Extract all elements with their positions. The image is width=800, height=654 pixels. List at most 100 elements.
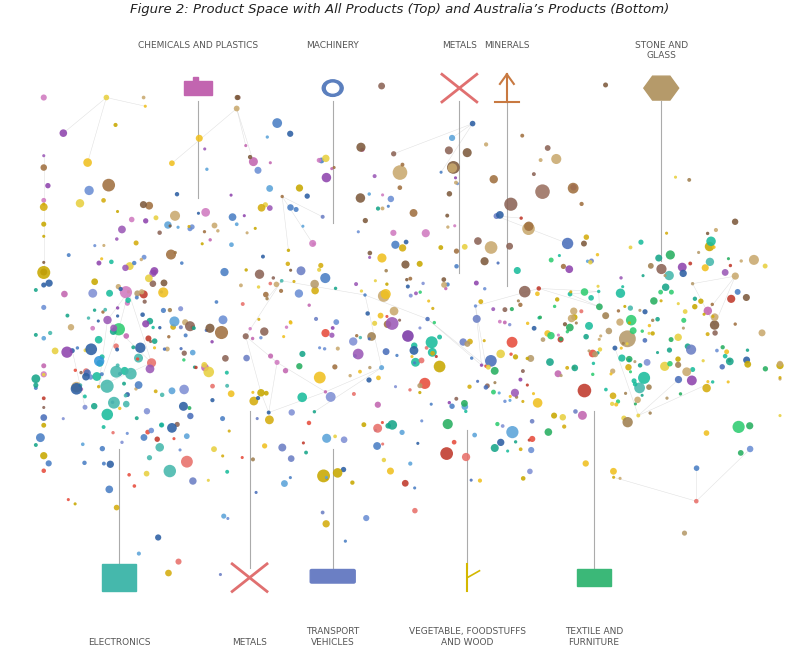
- Point: [157, 287, 170, 298]
- Point: [246, 387, 259, 398]
- Point: [626, 326, 639, 336]
- Point: [331, 468, 344, 478]
- Point: [457, 337, 470, 347]
- Point: [543, 357, 556, 368]
- Point: [30, 284, 42, 295]
- Point: [678, 528, 691, 538]
- Point: [474, 296, 487, 307]
- Point: [331, 343, 344, 354]
- Point: [339, 536, 352, 546]
- Point: [494, 317, 506, 327]
- Point: [735, 256, 748, 266]
- Point: [111, 311, 124, 321]
- Point: [143, 316, 156, 326]
- Point: [506, 427, 518, 438]
- Point: [411, 438, 424, 449]
- Point: [118, 366, 131, 376]
- Point: [702, 228, 714, 239]
- Point: [354, 193, 367, 203]
- Point: [98, 240, 110, 250]
- Point: [381, 279, 394, 290]
- Point: [178, 348, 190, 358]
- Point: [130, 292, 143, 303]
- Point: [418, 378, 431, 388]
- Point: [587, 358, 600, 369]
- Point: [133, 548, 146, 559]
- Point: [528, 323, 541, 334]
- Point: [542, 143, 554, 153]
- Point: [579, 458, 592, 469]
- Point: [169, 247, 182, 258]
- Point: [774, 374, 786, 385]
- Point: [669, 172, 682, 182]
- Point: [356, 145, 369, 155]
- Point: [354, 142, 367, 152]
- Point: [138, 252, 150, 262]
- Point: [526, 416, 538, 426]
- Point: [449, 173, 462, 183]
- Point: [110, 344, 123, 354]
- Point: [536, 186, 549, 197]
- Point: [320, 173, 333, 183]
- Point: [262, 407, 275, 418]
- Point: [548, 410, 561, 421]
- Point: [86, 323, 99, 334]
- Point: [430, 351, 442, 362]
- Point: [126, 215, 138, 225]
- Point: [103, 288, 116, 298]
- Point: [30, 330, 42, 340]
- Point: [330, 317, 342, 327]
- Point: [143, 364, 156, 374]
- Text: STONE AND
GLASS: STONE AND GLASS: [634, 41, 688, 60]
- Point: [408, 340, 421, 351]
- Point: [114, 369, 126, 379]
- Point: [218, 267, 231, 277]
- Point: [42, 458, 55, 469]
- Point: [320, 519, 333, 529]
- Point: [492, 258, 505, 268]
- Point: [498, 396, 511, 407]
- Point: [99, 305, 112, 315]
- Point: [38, 370, 50, 380]
- Point: [522, 224, 535, 234]
- Point: [368, 171, 381, 181]
- Point: [434, 167, 447, 177]
- Point: [178, 317, 191, 328]
- Point: [166, 386, 178, 396]
- Point: [38, 451, 50, 461]
- Point: [38, 257, 50, 267]
- Point: [119, 263, 132, 273]
- Point: [451, 179, 464, 189]
- Point: [360, 513, 373, 523]
- Point: [179, 330, 192, 341]
- Point: [136, 309, 149, 320]
- Point: [122, 295, 134, 305]
- Point: [521, 380, 534, 390]
- Point: [186, 222, 198, 232]
- Point: [156, 390, 169, 400]
- Point: [130, 413, 143, 423]
- Point: [174, 322, 187, 332]
- Point: [38, 393, 50, 404]
- Point: [504, 391, 517, 402]
- Point: [420, 343, 433, 353]
- Point: [498, 304, 511, 315]
- Point: [414, 387, 426, 398]
- Point: [578, 286, 591, 297]
- Point: [592, 286, 605, 297]
- FancyBboxPatch shape: [102, 564, 136, 591]
- Point: [246, 334, 259, 344]
- Point: [629, 379, 642, 389]
- Point: [718, 351, 731, 362]
- Point: [676, 262, 689, 272]
- Point: [531, 288, 544, 299]
- Point: [532, 283, 545, 294]
- Point: [706, 299, 718, 309]
- Point: [38, 150, 50, 161]
- Point: [593, 301, 606, 312]
- Point: [567, 362, 580, 373]
- Point: [710, 225, 722, 235]
- Point: [537, 334, 550, 345]
- Point: [688, 301, 701, 312]
- Point: [443, 398, 456, 408]
